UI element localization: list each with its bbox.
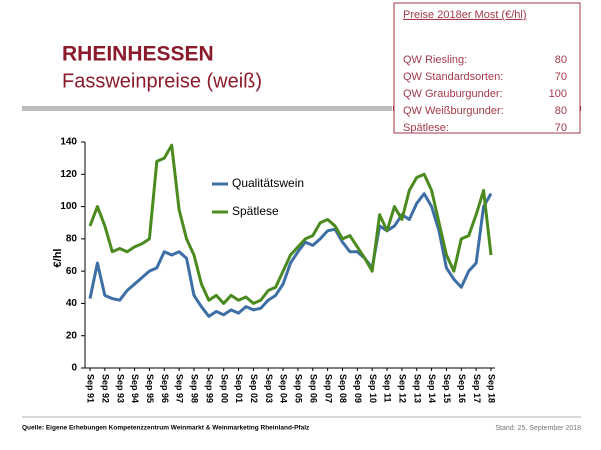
x-tick-label: Sep 10 — [368, 374, 378, 403]
price-value: 100 — [549, 88, 567, 100]
price-label: QW Riesling: — [403, 54, 467, 66]
legend-label: Spätlese — [232, 204, 279, 218]
series-line — [88, 192, 493, 318]
y-tick-label: 60 — [66, 266, 78, 277]
divider-gray — [22, 106, 392, 111]
price-label: QW Grauburgunder: — [403, 88, 503, 100]
x-tick-label: Sep 94 — [130, 374, 140, 403]
price-box — [393, 2, 581, 134]
x-tick-label: Sep 06 — [308, 374, 318, 403]
x-tick-label: Sep 08 — [338, 374, 348, 403]
x-tick-label: Sep 11 — [383, 374, 393, 403]
y-tick-label: 120 — [60, 169, 77, 180]
price-label: Spätlese: — [403, 122, 449, 134]
x-tick-label: Sep 91 — [86, 374, 96, 403]
price-label: QW Standardsorten: — [403, 71, 503, 83]
y-tick-label: 100 — [60, 201, 77, 212]
x-tick-label: Sep 12 — [398, 374, 408, 403]
x-tick-label: Sep 05 — [294, 374, 304, 403]
price-label: QW Weißburgunder: — [403, 105, 504, 117]
x-tick-label: Sep 92 — [100, 374, 110, 403]
source: Quelle: Eigene Erhebungen Kompetenzzentr… — [22, 425, 310, 432]
date: Stand: 25. September 2018 — [495, 425, 581, 432]
x-tick-label: Sep 16 — [457, 374, 467, 403]
price-value: 70 — [555, 122, 567, 134]
x-tick-label: Sep 00 — [219, 374, 229, 403]
legend-label: Qualitätswein — [232, 176, 304, 190]
x-tick-label: Sep 13 — [412, 374, 422, 403]
x-tick-label: Sep 97 — [175, 374, 185, 403]
y-tick-label: 40 — [66, 298, 78, 309]
price-value: 80 — [555, 105, 567, 117]
y-axis-label: €/hl — [52, 249, 64, 268]
x-tick-label: Sep 04 — [279, 374, 289, 403]
x-tick-label: Sep 18 — [487, 374, 497, 403]
price-box-title: Preise 2018er Most (€/hl) — [403, 9, 527, 21]
x-tick-label: Sep 01 — [234, 374, 244, 403]
x-tick-label: Sep 03 — [264, 374, 274, 403]
y-tick-label: 80 — [66, 233, 78, 244]
y-tick-label: 0 — [71, 363, 77, 374]
x-tick-label: Sep 99 — [204, 374, 214, 403]
x-tick-label: Sep 98 — [190, 374, 200, 403]
price-value: 70 — [555, 71, 567, 83]
x-tick-label: Sep 09 — [353, 374, 363, 403]
x-tick-label: Sep 14 — [427, 374, 437, 403]
title: RHEINHESSEN — [62, 43, 214, 66]
price-value: 80 — [555, 54, 567, 66]
x-tick-label: Sep 02 — [249, 374, 259, 403]
y-tick-label: 20 — [66, 330, 78, 341]
x-tick-label: Sep 15 — [442, 374, 452, 403]
x-tick-label: Sep 17 — [472, 374, 482, 403]
subtitle: Fassweinpreise (weiß) — [62, 70, 262, 92]
x-tick-label: Sep 07 — [323, 374, 333, 403]
x-tick-label: Sep 96 — [160, 374, 170, 403]
x-tick-label: Sep 95 — [145, 374, 155, 403]
series-line — [88, 143, 493, 305]
x-tick-label: Sep 93 — [115, 374, 125, 403]
y-tick-label: 140 — [60, 137, 77, 148]
